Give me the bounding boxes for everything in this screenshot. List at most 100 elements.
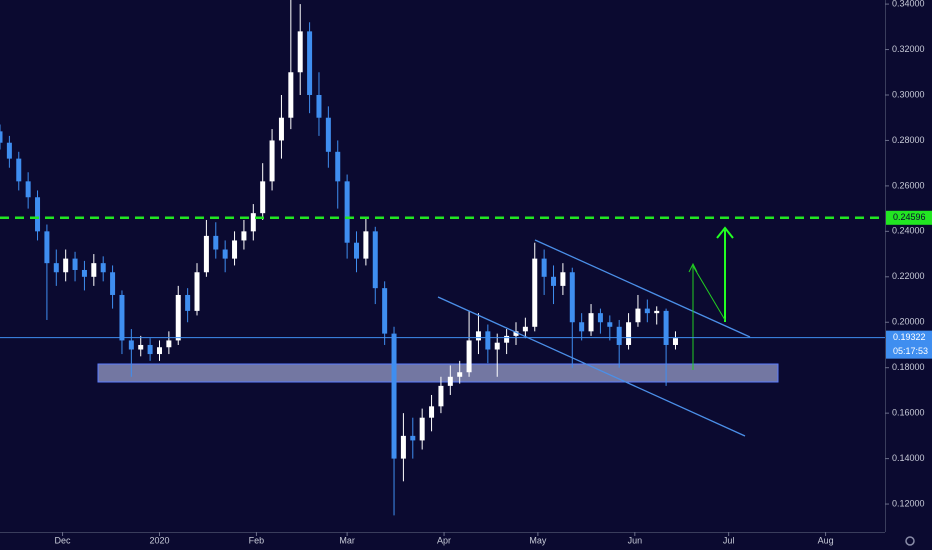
- candle-body: [391, 333, 397, 459]
- candle-body: [16, 158, 22, 182]
- candle-body: [260, 181, 266, 214]
- candle-body: [194, 272, 200, 311]
- x-tick-label: Dec: [55, 535, 72, 545]
- candle-body: [654, 310, 660, 314]
- candle-body: [128, 340, 134, 350]
- candle-body: [344, 181, 350, 243]
- path-arrow[interactable]: [692, 264, 726, 370]
- y-tick-label: 0.26000: [892, 180, 925, 190]
- candle-body: [504, 335, 510, 343]
- candle-body: [447, 376, 453, 386]
- candle-body: [269, 140, 275, 182]
- level-label: 0.24596: [893, 212, 926, 222]
- candle-body: [588, 313, 594, 332]
- y-tick-label: 0.14000: [892, 453, 925, 463]
- candle-body: [466, 340, 472, 373]
- candle-body: [222, 249, 228, 259]
- y-tick-label: 0.16000: [892, 408, 925, 418]
- candle-body: [166, 340, 172, 348]
- candle-body: [44, 231, 50, 264]
- candle-body: [72, 258, 78, 270]
- candle-body: [541, 258, 547, 277]
- candle-body: [175, 294, 181, 341]
- x-tick-label: Feb: [249, 535, 265, 545]
- last-price-label: 0.19322: [893, 332, 926, 342]
- candle-body: [0, 131, 3, 143]
- candle-body: [232, 240, 238, 259]
- candle-body: [325, 117, 331, 152]
- candle-body: [382, 288, 388, 334]
- candle-body: [457, 372, 463, 377]
- candle-body: [354, 242, 360, 259]
- axes: 0.12000 0.14000 0.16000 0.18000 0.20000 0.220…: [55, 0, 925, 545]
- x-tick-label: Aug: [818, 535, 834, 545]
- candle-body: [579, 322, 585, 332]
- candle-body: [297, 31, 303, 73]
- candle-body: [53, 263, 59, 273]
- countdown-label: 05:17:53: [893, 346, 928, 356]
- candle-body: [91, 263, 97, 277]
- candle-body: [288, 72, 294, 118]
- last-price-box: [886, 330, 932, 359]
- candle-body: [185, 294, 191, 311]
- candle-body: [644, 308, 650, 314]
- x-tick-label: Apr: [437, 535, 451, 545]
- overlay: 0.24596 0.19322 05:17:53: [0, 210, 932, 359]
- candle-body: [429, 406, 435, 418]
- y-tick-label: 0.28000: [892, 135, 925, 145]
- candle-body: [241, 231, 247, 241]
- x-tick-label: 2020: [149, 535, 169, 545]
- candle-body: [400, 435, 406, 459]
- trendline[interactable]: [534, 239, 751, 338]
- candle-body: [560, 272, 566, 286]
- x-tick-label: Jun: [628, 535, 643, 545]
- path-arrow-head[interactable]: [688, 262, 698, 273]
- candle-body: [250, 213, 256, 232]
- candle-body: [522, 326, 528, 332]
- y-tick-label: 0.12000: [892, 498, 925, 508]
- y-tick-label: 0.30000: [892, 89, 925, 99]
- candle-body: [475, 331, 481, 341]
- candle-body: [551, 276, 557, 286]
- candle-body: [156, 347, 162, 355]
- candle-body: [278, 117, 284, 141]
- candle-body: [35, 197, 41, 232]
- candle-body: [110, 272, 116, 295]
- candle-body: [25, 181, 31, 198]
- candle-body: [607, 322, 613, 327]
- candle-body: [363, 231, 369, 259]
- candle-body: [663, 310, 669, 345]
- x-tick-label: May: [529, 535, 547, 545]
- candle-body: [203, 235, 209, 273]
- candle-body: [81, 269, 87, 277]
- candle-body: [335, 151, 341, 182]
- x-tick-label: Jul: [723, 535, 735, 545]
- trendline[interactable]: [437, 296, 746, 437]
- candle-body: [410, 435, 416, 441]
- candle-body: [119, 294, 125, 341]
- candle-body: [6, 142, 12, 159]
- candle-body: [438, 385, 444, 407]
- candle-body: [672, 338, 678, 345]
- candle-body: [316, 94, 322, 118]
- candles: [0, 0, 678, 516]
- y-tick-label: 0.18000: [892, 362, 925, 372]
- x-tick-label: Mar: [339, 535, 355, 545]
- candle-body: [494, 342, 500, 350]
- candle-body: [635, 308, 641, 323]
- candle-body: [485, 331, 491, 350]
- target-arrow-head[interactable]: [716, 226, 734, 239]
- candle-body: [419, 417, 425, 441]
- candle-body: [147, 344, 153, 355]
- settings-icon[interactable]: [905, 536, 915, 546]
- level-label-box: [886, 210, 932, 225]
- y-tick-label: 0.34000: [892, 0, 925, 8]
- candle-body: [597, 313, 603, 323]
- support-zone[interactable]: [97, 363, 779, 383]
- candle-body: [307, 31, 313, 95]
- candle-body: [100, 263, 106, 273]
- candle-body: [626, 322, 632, 345]
